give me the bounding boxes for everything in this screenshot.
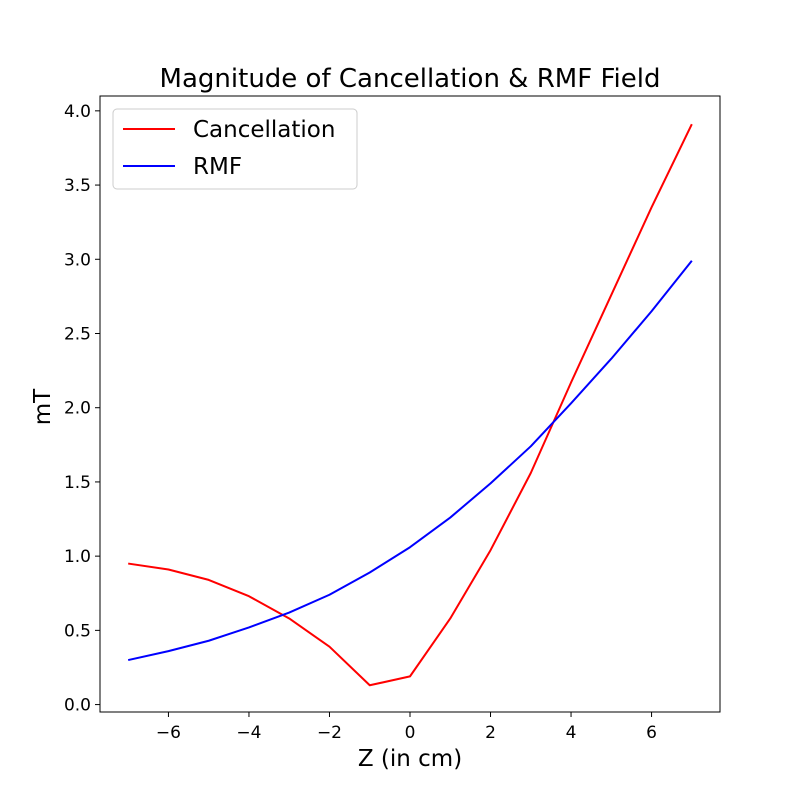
legend: Cancellation RMF bbox=[112, 108, 358, 190]
x-axis: −6 −4 −2 0 2 4 6 bbox=[156, 712, 657, 743]
y-tick-label: 2.5 bbox=[64, 324, 91, 344]
y-tick-label: 3.0 bbox=[64, 250, 91, 270]
y-axis: 0.0 0.5 1.0 1.5 2.0 2.5 3.0 3.5 4.0 bbox=[64, 102, 100, 716]
x-tick-label: 4 bbox=[566, 723, 577, 743]
y-tick-label: 2.0 bbox=[64, 399, 91, 419]
x-axis-label: Z (in cm) bbox=[358, 746, 462, 772]
legend-label-rmf: RMF bbox=[193, 154, 242, 180]
y-tick-label: 1.5 bbox=[64, 473, 91, 493]
x-tick-label: 2 bbox=[485, 723, 496, 743]
y-tick-label: 4.0 bbox=[64, 102, 91, 122]
y-tick-label: 0.0 bbox=[64, 696, 91, 716]
chart-title: Magnitude of Cancellation & RMF Field bbox=[160, 64, 661, 94]
legend-label-cancellation: Cancellation bbox=[193, 117, 335, 143]
x-tick-label: 0 bbox=[405, 723, 416, 743]
x-tick-label: −4 bbox=[236, 723, 261, 743]
x-tick-label: −6 bbox=[156, 723, 181, 743]
y-tick-label: 1.0 bbox=[64, 547, 91, 567]
x-tick-label: −2 bbox=[317, 723, 342, 743]
y-axis-label: mT bbox=[30, 388, 56, 425]
y-tick-label: 0.5 bbox=[64, 621, 91, 641]
x-tick-label: 6 bbox=[646, 723, 657, 743]
series-line-cancellation bbox=[128, 123, 693, 687]
series-line-rmf bbox=[127, 260, 693, 662]
y-tick-label: 3.5 bbox=[64, 176, 91, 196]
